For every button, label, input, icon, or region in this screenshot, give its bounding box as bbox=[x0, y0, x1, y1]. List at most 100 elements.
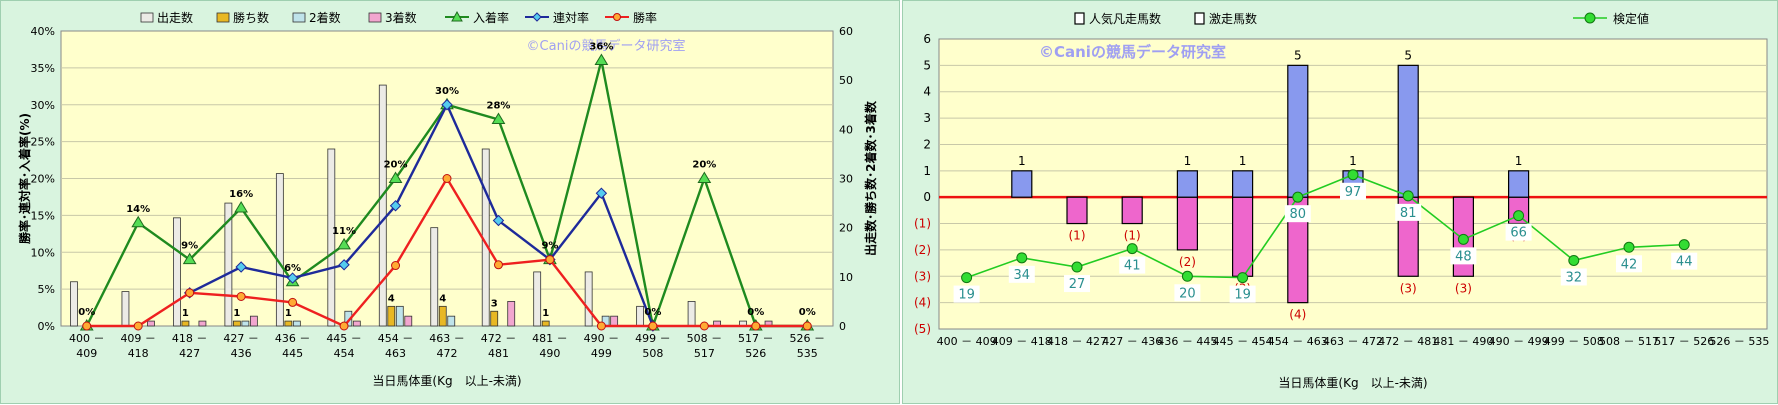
right-tick-label: 50 bbox=[839, 74, 853, 87]
x-tick-label: 418 － 427 bbox=[1047, 335, 1107, 348]
legend-label: 3着数 bbox=[385, 10, 417, 25]
x-tick-label: 490 － 499 bbox=[584, 332, 620, 360]
bar-勝ち数 bbox=[387, 305, 396, 327]
marker-勝率 bbox=[751, 321, 761, 331]
win-count-label: 1 bbox=[285, 308, 292, 319]
placement-rate-label: 0% bbox=[78, 307, 95, 318]
bar-勝ち数 bbox=[181, 320, 190, 327]
bar-出走数 bbox=[224, 202, 233, 327]
positive-count-label: 1 bbox=[1239, 154, 1247, 168]
marker-勝率 bbox=[185, 288, 195, 298]
y-tick-label: 0 bbox=[923, 190, 931, 204]
negative-count-label: (3) bbox=[1400, 281, 1417, 295]
marker-勝率 bbox=[442, 174, 452, 183]
positive-count-label: 5 bbox=[1294, 48, 1302, 62]
x-tick-label: 481 － 490 bbox=[532, 332, 568, 360]
marker-検定値 bbox=[1457, 233, 1469, 245]
bar-出走数 bbox=[533, 271, 542, 327]
x-tick-label: 454 － 463 bbox=[378, 332, 414, 360]
test-value-label-bg bbox=[1064, 275, 1090, 293]
bar-人気凡走馬数 bbox=[1232, 196, 1254, 277]
right-tick-label: 20 bbox=[839, 222, 853, 235]
negative-count-label: (1) bbox=[1069, 229, 1086, 243]
x-tick-label: 445 － 454 bbox=[326, 332, 362, 360]
test-value-label-bg bbox=[1284, 205, 1311, 223]
positive-count-label: 1 bbox=[1515, 154, 1523, 168]
marker-入着率 bbox=[131, 215, 146, 228]
x-tick-label: 400 － 409 bbox=[69, 332, 105, 360]
placement-rate-label: 9% bbox=[181, 241, 198, 252]
watermark: ©Caniの競馬データ研究室 bbox=[1039, 43, 1226, 61]
x-tick-label: 526 － 535 bbox=[790, 332, 826, 360]
marker-勝率 bbox=[236, 292, 246, 301]
negative-count-label: (1) bbox=[1124, 229, 1141, 243]
x-tick-label: 463 － 472 bbox=[429, 332, 465, 360]
right-tick-label: 10 bbox=[839, 271, 853, 284]
marker-勝率 bbox=[288, 297, 298, 307]
placement-rate-label: 16% bbox=[229, 189, 253, 200]
marker-検定値 bbox=[1016, 252, 1028, 264]
marker-勝率 bbox=[133, 321, 143, 331]
x-tick-label: 517 － 526 bbox=[1654, 335, 1714, 348]
legend-marker bbox=[613, 13, 621, 21]
y-tick-label: 3 bbox=[923, 111, 931, 125]
test-value-label-bg bbox=[953, 285, 980, 303]
placement-rate-label: 0% bbox=[644, 307, 661, 318]
placement-rate-label: 6% bbox=[284, 263, 301, 274]
weight-rates-chart: 0%5%10%15%20%25%30%35%40%010203040506040… bbox=[17, 10, 878, 388]
positive-count-label: 1 bbox=[1184, 154, 1192, 168]
marker-連対率 bbox=[338, 259, 350, 271]
marker-検定値 bbox=[961, 272, 973, 284]
left-tick-label: 35% bbox=[31, 62, 55, 75]
bar-人気凡走馬数 bbox=[1066, 196, 1088, 225]
bar-勝ち数 bbox=[541, 320, 550, 327]
bar-出走数 bbox=[584, 271, 593, 327]
test-value-label-bg bbox=[1505, 223, 1532, 241]
win-count-label: 1 bbox=[233, 308, 240, 319]
bar-激走馬数 bbox=[1397, 64, 1419, 198]
marker-入着率 bbox=[491, 112, 506, 124]
positive-count-label: 5 bbox=[1404, 48, 1412, 62]
bar-2着数 bbox=[292, 320, 301, 327]
test-value-label: 27 bbox=[1069, 277, 1086, 292]
x-tick-label: 472 － 481 bbox=[481, 332, 517, 360]
bar-3着数 bbox=[147, 320, 155, 327]
x-tick-label: 517 － 526 bbox=[738, 332, 774, 360]
left-tick-label: 10% bbox=[31, 246, 55, 259]
bar-3着数 bbox=[404, 315, 413, 327]
legend-swatch bbox=[1074, 12, 1085, 25]
left-tick-label: 40% bbox=[31, 25, 55, 38]
marker-検定値 bbox=[1292, 191, 1304, 203]
line-連対率 bbox=[189, 101, 654, 327]
x-tick-label: 472 － 481 bbox=[1378, 335, 1438, 348]
x-tick-label: 409 － 418 bbox=[120, 332, 156, 360]
win-count-label: 4 bbox=[439, 293, 446, 304]
marker-検定値 bbox=[1237, 272, 1249, 284]
x-tick-label: 436 － 445 bbox=[275, 332, 311, 360]
x-tick-label: 445 － 454 bbox=[1213, 335, 1273, 348]
win-count-label: 1 bbox=[542, 308, 549, 319]
test-value-label-bg bbox=[1450, 247, 1477, 265]
marker-連対率 bbox=[389, 200, 402, 212]
marker-連対率 bbox=[595, 187, 608, 199]
x-tick-label: 454 － 463 bbox=[1268, 335, 1328, 348]
x-tick-label: 499 － 508 bbox=[1544, 335, 1604, 348]
watermark: ©Caniの競馬データ研究室 bbox=[527, 38, 686, 54]
x-tick-label: 409 － 418 bbox=[992, 335, 1052, 348]
placement-rate-label: 28% bbox=[486, 101, 510, 112]
y-tick-label: (3) bbox=[914, 269, 931, 283]
x-tick-label: 427 － 436 bbox=[223, 332, 259, 360]
y-tick-label: 4 bbox=[923, 85, 931, 99]
placement-rate-label: 9% bbox=[541, 241, 558, 252]
y-tick-label: (5) bbox=[914, 322, 931, 336]
bar-激走馬数 bbox=[1287, 64, 1309, 198]
test-value-label: 19 bbox=[1234, 288, 1251, 303]
test-value-label-bg bbox=[1119, 256, 1146, 274]
win-count-label: 1 bbox=[182, 308, 189, 319]
marker-連対率 bbox=[286, 272, 299, 284]
marker-勝率 bbox=[648, 321, 658, 331]
test-value-label-bg bbox=[1340, 182, 1366, 200]
marker-勝率 bbox=[596, 321, 606, 331]
test-value-label-bg bbox=[1616, 255, 1642, 273]
placement-rate-label: 20% bbox=[692, 160, 716, 171]
